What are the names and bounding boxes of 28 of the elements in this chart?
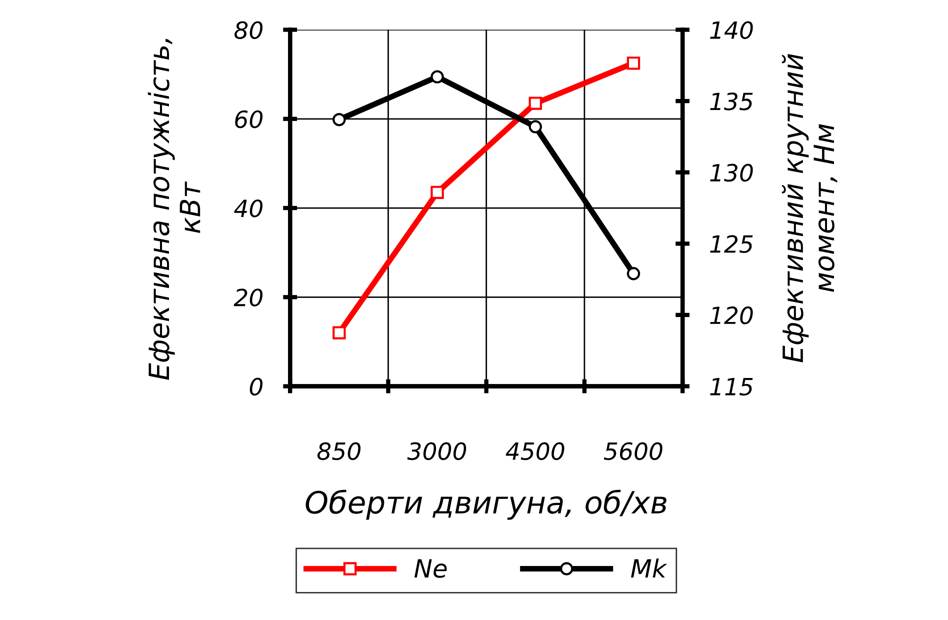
- y2-tick-label: 130: [710, 164, 753, 182]
- x-axis-title: Оберти двигуна, об/хв: [306, 490, 666, 520]
- point: [626, 56, 640, 70]
- y-tick-label: 80: [234, 21, 263, 40]
- y2-tick-label: 135: [710, 92, 753, 110]
- y-axis-title: Ефективна потужність, кВт: [148, 38, 200, 380]
- y2-tick-label: 115: [710, 378, 753, 396]
- x-tick-label: 3000: [407, 442, 466, 460]
- x-tick-label: 850: [317, 442, 360, 460]
- x-tick-label: 4500: [506, 442, 564, 460]
- point: [626, 267, 640, 280]
- y2-tick-label: 140: [710, 21, 753, 40]
- x-tick-label: 5600: [604, 442, 662, 460]
- y2-axis-title: Ефективний крутний момент, Нм: [782, 54, 838, 362]
- y-tick-label: 20: [234, 288, 263, 306]
- point: [332, 326, 346, 340]
- point: [430, 70, 444, 84]
- legend-label: Mk: [631, 558, 668, 578]
- y-tick-label: 40: [234, 199, 263, 218]
- y-tick-label: 60: [235, 110, 263, 128]
- y-tick-label: 0: [250, 378, 263, 396]
- y2-tick-label: 120: [710, 306, 753, 324]
- legend-label: Ne: [414, 559, 447, 578]
- y2-tick-label: 125: [710, 235, 753, 253]
- point: [430, 186, 444, 200]
- point: [528, 96, 542, 110]
- point: [528, 120, 542, 134]
- point: [332, 113, 346, 126]
